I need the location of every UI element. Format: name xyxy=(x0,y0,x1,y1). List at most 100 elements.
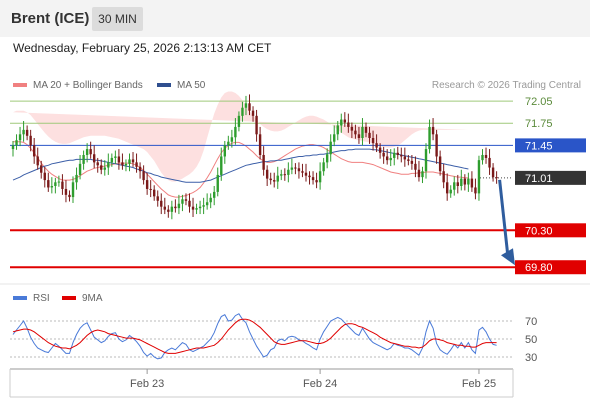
candle-body xyxy=(167,209,170,212)
research-credit: Research © 2026 Trading Central xyxy=(431,80,581,91)
candle-body xyxy=(18,134,22,141)
candle-body xyxy=(262,154,265,170)
candle-body xyxy=(11,145,15,150)
candle-body xyxy=(205,202,209,206)
candle-body xyxy=(107,162,110,168)
candle-body xyxy=(417,169,421,178)
candle-body xyxy=(54,182,57,186)
candle-body xyxy=(301,171,304,173)
candle-body xyxy=(389,157,392,161)
candle-body xyxy=(265,169,269,179)
candle-body xyxy=(361,126,364,138)
candle-body xyxy=(280,174,283,176)
candle-body xyxy=(195,208,198,210)
candle-body xyxy=(463,178,467,185)
candle-body xyxy=(354,130,357,135)
rsi-ma-line xyxy=(12,318,497,354)
ma9-swatch xyxy=(62,296,76,301)
candle-body xyxy=(424,149,428,172)
candle-body xyxy=(142,171,145,181)
candle-body xyxy=(382,152,385,157)
candle-body xyxy=(340,119,343,126)
candle-body xyxy=(131,159,135,163)
candle-body xyxy=(435,134,438,157)
candle-body xyxy=(89,149,92,155)
candle-body xyxy=(145,180,149,189)
candle-body xyxy=(110,157,114,163)
candle-body xyxy=(336,125,339,135)
candle-body xyxy=(36,156,39,166)
candle-body xyxy=(92,154,96,163)
x-tick-label: Feb 23 xyxy=(130,378,164,390)
x-tick-label: Feb 25 xyxy=(462,378,496,390)
candle-body xyxy=(153,189,156,197)
candle-body xyxy=(371,138,375,144)
legend-ma50: MA 50 xyxy=(157,80,205,91)
candle-body xyxy=(135,162,138,167)
candle-body xyxy=(177,203,181,209)
candle-body xyxy=(43,172,46,181)
candle-body xyxy=(407,159,410,161)
candle-body xyxy=(445,182,449,194)
candle-body xyxy=(85,149,89,155)
candle-body xyxy=(191,206,195,210)
x-tick-label: Feb 24 xyxy=(303,378,337,390)
candle-body xyxy=(488,157,491,168)
candle-body xyxy=(333,134,336,142)
candle-body xyxy=(491,167,495,178)
forecast-arrow-head xyxy=(501,248,515,266)
candle-body xyxy=(431,126,435,135)
candle-body xyxy=(287,169,290,175)
candle-body xyxy=(318,171,322,183)
forecast-arrow xyxy=(498,179,510,258)
header-bar: Brent (ICE) 30 MIN xyxy=(0,0,590,37)
level-label-resistance: 71.75 xyxy=(525,118,553,130)
candle-body xyxy=(114,156,117,158)
candle-body xyxy=(467,178,470,185)
candle-body xyxy=(202,205,205,207)
candle-body xyxy=(400,154,403,157)
candle-body xyxy=(283,174,287,176)
candle-body xyxy=(47,180,50,188)
candle-body xyxy=(216,174,219,192)
candle-body xyxy=(184,199,188,201)
level-tag-pivot xyxy=(515,138,586,153)
candle-body xyxy=(223,145,226,157)
candle-body xyxy=(188,200,191,207)
ma50-swatch xyxy=(157,83,171,88)
candle-body xyxy=(124,163,128,166)
candle-body xyxy=(453,182,456,190)
candle-body xyxy=(414,163,417,170)
timeframe-button[interactable]: 30 MIN xyxy=(92,7,143,31)
candle-body xyxy=(61,181,64,189)
legend-9ma: 9MA xyxy=(62,293,103,304)
candle-body xyxy=(311,177,315,181)
candle-body xyxy=(393,152,396,158)
candle-body xyxy=(329,141,332,155)
candle-body xyxy=(315,180,318,183)
candle-body xyxy=(368,132,371,138)
rsi-tick-label: 30 xyxy=(525,352,537,364)
candle-body xyxy=(350,126,354,131)
candle-body xyxy=(15,140,18,146)
candle-body xyxy=(103,167,106,170)
candle-body xyxy=(449,189,452,194)
candle-body xyxy=(82,154,85,164)
candle-body xyxy=(32,145,36,157)
candle-body xyxy=(234,126,237,138)
candle-body xyxy=(251,110,255,116)
candle-body xyxy=(438,156,442,172)
candle-body xyxy=(294,167,297,169)
candle-body xyxy=(117,156,121,163)
datetime-label: Wednesday, February 25, 2026 2:13:13 AM … xyxy=(13,41,272,55)
candle-body xyxy=(128,159,131,164)
candle-body xyxy=(241,107,244,116)
candle-body xyxy=(396,152,399,155)
legend-rsi-label: RSI xyxy=(33,293,50,304)
candle-body xyxy=(100,165,103,170)
candle-body xyxy=(170,206,174,212)
candle-body xyxy=(357,134,361,138)
candle-body xyxy=(25,129,29,136)
ma50-line xyxy=(12,148,469,183)
